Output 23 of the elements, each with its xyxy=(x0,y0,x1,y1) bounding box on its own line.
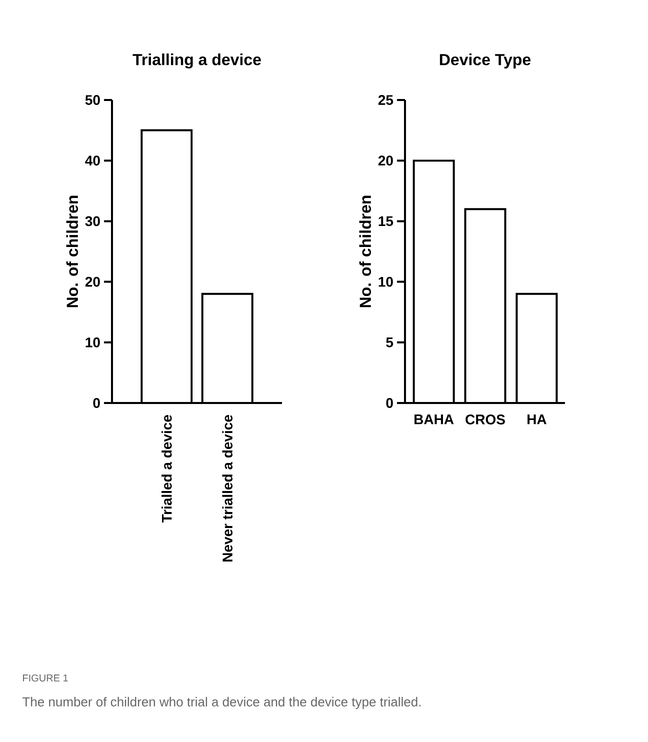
y-axis-title: No. of children xyxy=(359,196,372,308)
y-tick-label: 50 xyxy=(85,95,100,105)
y-tick-label: 15 xyxy=(378,216,394,226)
y-tick-label: 10 xyxy=(378,276,393,287)
caption: FIGURE 1 xyxy=(23,674,68,682)
y-tick-label: 20 xyxy=(85,276,100,287)
x-tick-label: Never trialled a device xyxy=(222,415,232,562)
y-tick-label: 25 xyxy=(378,95,394,105)
y-tick-label: 10 xyxy=(86,337,100,348)
x-tick-label: CROS xyxy=(466,414,505,424)
x-tick-label: HA xyxy=(528,414,546,424)
y-tick-label: 40 xyxy=(85,156,100,166)
y-tick-label: 30 xyxy=(85,216,100,226)
x-tick-label: BAHA xyxy=(414,414,454,424)
y-axis-title: No. of children xyxy=(66,196,78,308)
chart-title: Trialling a device xyxy=(132,53,261,68)
text: The number of children who trial a device and the device type trialled. xyxy=(22,696,421,710)
y-tick-label: 0 xyxy=(93,398,100,408)
chart-title: Device Type xyxy=(440,54,531,68)
y-tick-label: 5 xyxy=(386,338,394,348)
y-tick-label: 0 xyxy=(386,398,393,408)
y-tick-label: 20 xyxy=(378,156,393,166)
x-tick-label: Trialled a device xyxy=(161,415,172,523)
